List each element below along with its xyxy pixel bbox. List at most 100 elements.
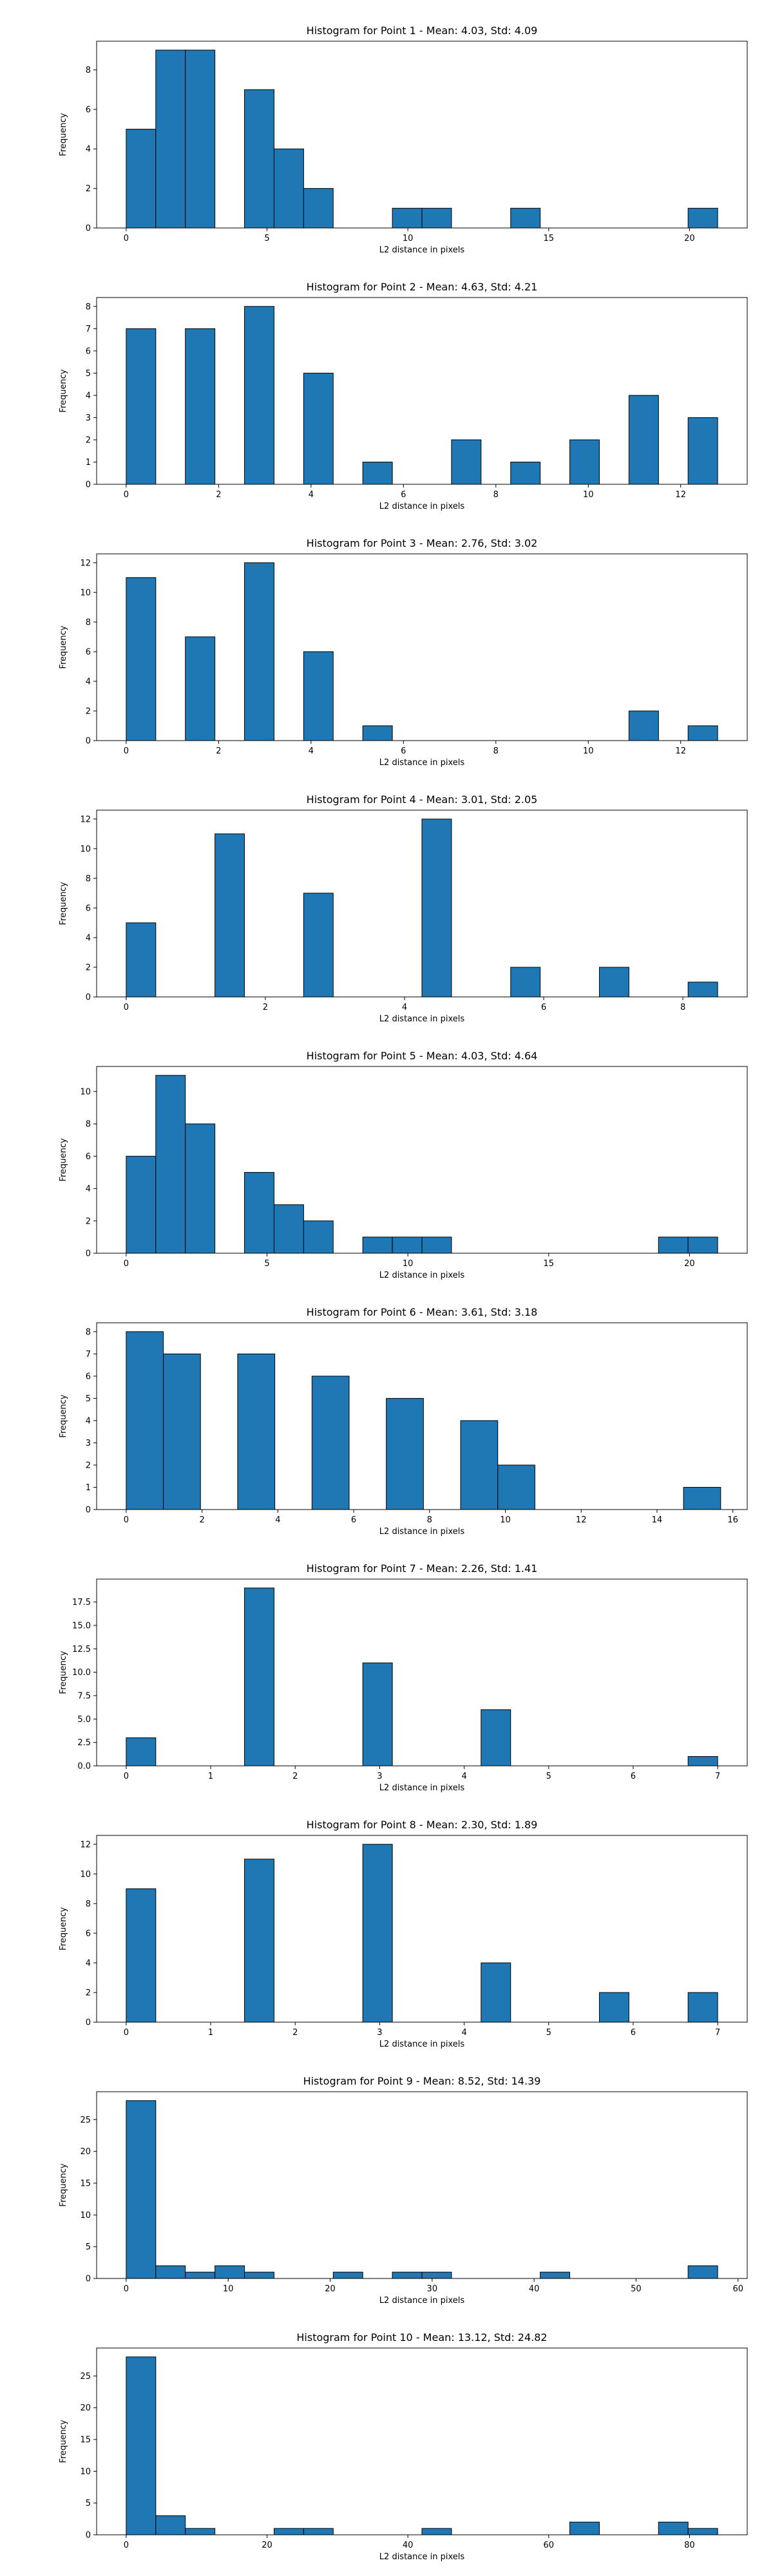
chart-title: Histogram for Point 8 - Mean: 2.30, Std:… bbox=[307, 1819, 538, 1831]
histogram-bar bbox=[569, 2521, 600, 2535]
y-tick-label: 6 bbox=[86, 1372, 91, 1381]
x-axis-label: L2 distance in pixels bbox=[379, 1527, 465, 1537]
histogram-bar bbox=[421, 207, 452, 229]
x-tick-label: 50 bbox=[631, 2284, 642, 2294]
x-tick-label: 10 bbox=[223, 2284, 234, 2294]
y-tick-label: 6 bbox=[86, 1929, 91, 1938]
y-tick-label: 4 bbox=[86, 677, 91, 687]
x-tick-label: 80 bbox=[684, 2541, 695, 2550]
x-tick-label: 0 bbox=[124, 746, 129, 756]
y-axis-label: Frequency bbox=[59, 369, 68, 412]
histogram-panel-2: Histogram for Point 2 - Mean: 4.63, Std:… bbox=[59, 281, 748, 511]
y-tick-label: 0 bbox=[86, 1249, 91, 1259]
x-tick-label: 6 bbox=[351, 1515, 356, 1525]
histogram-bar bbox=[244, 306, 274, 485]
x-tick-label: 8 bbox=[680, 1003, 685, 1012]
histogram-bar bbox=[126, 1155, 157, 1254]
x-tick-label: 0 bbox=[124, 1259, 129, 1269]
y-tick-label: 0 bbox=[86, 2018, 91, 2028]
y-tick-label: 0 bbox=[86, 480, 91, 490]
histogram-bar bbox=[244, 562, 274, 741]
x-tick-label: 0 bbox=[124, 1003, 129, 1012]
y-tick-label: 0 bbox=[86, 224, 91, 234]
x-tick-label: 8 bbox=[427, 1515, 432, 1525]
y-tick-label: 3 bbox=[86, 1439, 91, 1448]
chart-title: Histogram for Point 3 - Mean: 2.76, Std:… bbox=[307, 537, 538, 549]
y-tick-label: 15 bbox=[80, 2179, 91, 2189]
y-tick-label: 2 bbox=[86, 963, 91, 972]
histogram-bar bbox=[126, 1737, 157, 1766]
histogram-bar bbox=[628, 710, 659, 741]
x-axis-label: L2 distance in pixels bbox=[379, 502, 465, 511]
y-tick-label: 4 bbox=[86, 1416, 91, 1426]
plot-frame bbox=[96, 553, 748, 741]
x-tick-label: 4 bbox=[461, 2028, 466, 2038]
y-tick-label: 6 bbox=[86, 105, 91, 115]
y-tick-label: 0.0 bbox=[77, 1762, 91, 1772]
x-tick-label: 40 bbox=[529, 2284, 540, 2294]
histogram-panel-1: Histogram for Point 1 - Mean: 4.03, Std:… bbox=[59, 24, 748, 255]
y-tick-label: 20 bbox=[80, 2403, 91, 2413]
histogram-bar bbox=[126, 577, 157, 741]
y-tick-label: 8 bbox=[86, 1899, 91, 1909]
x-tick-label: 4 bbox=[275, 1515, 280, 1525]
histogram-bar bbox=[510, 967, 541, 998]
histogram-bar bbox=[687, 1236, 718, 1254]
histogram-bar bbox=[126, 129, 157, 229]
x-tick-label: 6 bbox=[631, 2028, 636, 2038]
chart-title: Histogram for Point 9 - Mean: 8.52, Std:… bbox=[303, 2075, 541, 2087]
histogram-bar bbox=[569, 439, 600, 485]
y-tick-label: 2 bbox=[86, 1988, 91, 1998]
x-axis-label: L2 distance in pixels bbox=[379, 2296, 465, 2306]
histogram-bar bbox=[273, 148, 304, 229]
x-tick-label: 15 bbox=[543, 234, 554, 243]
x-tick-label: 60 bbox=[732, 2284, 743, 2294]
histogram-bar bbox=[510, 461, 541, 485]
histogram-bar bbox=[185, 328, 216, 485]
chart-title: Histogram for Point 5 - Mean: 4.03, Std:… bbox=[307, 1050, 538, 1062]
histogram-bar bbox=[362, 725, 393, 741]
histogram-bar bbox=[497, 1464, 535, 1510]
histogram-bar bbox=[481, 1709, 511, 1766]
y-tick-label: 15 bbox=[80, 2436, 91, 2445]
x-axis-label: L2 distance in pixels bbox=[379, 2552, 465, 2562]
y-tick-label: 10 bbox=[80, 1087, 91, 1097]
x-tick-label: 2 bbox=[216, 746, 221, 756]
x-tick-label: 4 bbox=[309, 746, 314, 756]
y-tick-label: 12.5 bbox=[72, 1645, 91, 1654]
x-tick-label: 10 bbox=[583, 490, 594, 500]
x-tick-label: 2 bbox=[292, 2028, 298, 2038]
y-tick-label: 4 bbox=[86, 933, 91, 943]
y-tick-label: 15.0 bbox=[72, 1621, 91, 1631]
histogram-bar bbox=[628, 395, 659, 485]
histogram-bar bbox=[386, 1397, 424, 1510]
histogram-panel-6: Histogram for Point 6 - Mean: 3.61, Std:… bbox=[59, 1306, 748, 1537]
histogram-bar bbox=[244, 2271, 274, 2279]
histogram-bar bbox=[273, 1204, 304, 1254]
x-tick-label: 10 bbox=[403, 1259, 414, 1269]
y-tick-label: 10 bbox=[80, 844, 91, 854]
histogram-bar bbox=[598, 967, 629, 998]
histogram-bar bbox=[540, 2271, 571, 2279]
y-tick-label: 7.5 bbox=[77, 1691, 91, 1701]
histogram-bar bbox=[215, 2265, 245, 2279]
y-tick-label: 6 bbox=[86, 1152, 91, 1162]
histogram-bar bbox=[421, 2528, 452, 2535]
y-tick-label: 10.0 bbox=[72, 1668, 91, 1678]
x-tick-label: 2 bbox=[263, 1003, 268, 1012]
y-tick-label: 1 bbox=[86, 458, 91, 468]
y-tick-label: 2 bbox=[86, 1461, 91, 1470]
y-tick-label: 8 bbox=[86, 302, 91, 312]
histogram-bar bbox=[392, 207, 423, 229]
x-tick-label: 30 bbox=[427, 2284, 438, 2294]
histogram-panel-4: Histogram for Point 4 - Mean: 3.01, Std:… bbox=[59, 793, 748, 1024]
x-tick-label: 0 bbox=[124, 2028, 129, 2038]
x-tick-label: 6 bbox=[541, 1003, 546, 1012]
x-tick-label: 6 bbox=[401, 746, 406, 756]
histogram-bar bbox=[126, 922, 157, 998]
histogram-bar bbox=[126, 2100, 157, 2279]
histogram-panel-8: Histogram for Point 8 - Mean: 2.30, Std:… bbox=[59, 1819, 748, 2049]
histogram-bar bbox=[598, 1992, 629, 2023]
x-tick-label: 4 bbox=[309, 490, 314, 500]
histogram-panel-5: Histogram for Point 5 - Mean: 4.03, Std:… bbox=[59, 1050, 748, 1280]
